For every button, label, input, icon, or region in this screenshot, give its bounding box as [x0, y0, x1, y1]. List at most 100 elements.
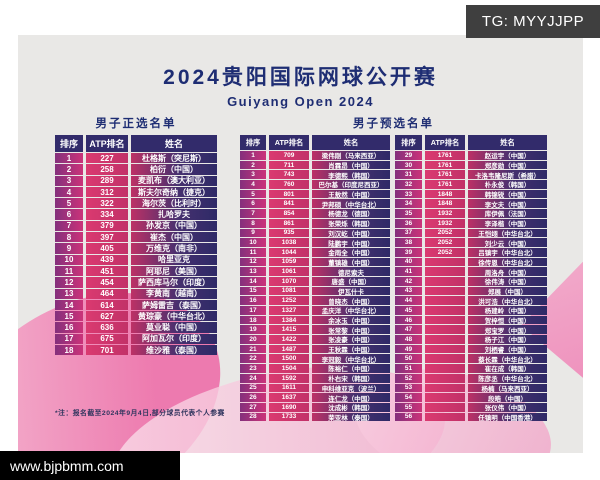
column-header-name: 姓名: [468, 135, 547, 150]
player-name-cell: 段皓（中国）: [468, 393, 547, 402]
rank-cell: 7: [55, 220, 83, 232]
rank-cell: 16: [55, 322, 83, 333]
rank-cell: 44: [395, 296, 422, 305]
rank-cell: 56: [395, 412, 422, 422]
atp-rank-cell: [425, 393, 465, 402]
player-name-cell: 郑宝罗（中国）: [468, 325, 547, 335]
atp-rank-cell: [425, 325, 465, 335]
rank-cell: 25: [240, 383, 266, 393]
player-name-cell: 周洛舟（中国）: [468, 267, 547, 276]
atp-rank-cell: 1327: [269, 306, 309, 315]
atp-rank-cell: 334: [86, 209, 128, 220]
atp-rank-cell: 1081: [269, 286, 309, 296]
player-name-cell: 张凌豪（中国）: [312, 335, 390, 344]
rank-cell: 3: [55, 175, 83, 186]
player-name-cell: 韩锦锐（中国）: [468, 189, 547, 199]
atp-rank-cell: [425, 373, 465, 383]
tournament-poster-card: 2024贵阳国际网球公开赛 Guiyang Open 2024 男子正选名单 男…: [18, 35, 583, 453]
player-name-cell: 李德熙（韩国）: [312, 170, 390, 180]
column-header-rank: 排序: [55, 135, 83, 152]
atp-rank-cell: 1848: [425, 199, 465, 209]
atp-rank-cell: 1038: [269, 238, 309, 247]
player-name-cell: 卡洛韦隆尼斯（希腊）: [468, 170, 547, 180]
rank-cell: 32: [395, 180, 422, 189]
rank-cell: 21: [240, 344, 266, 354]
rank-cell: 46: [395, 315, 422, 325]
atp-rank-cell: [425, 286, 465, 296]
atp-rank-cell: 841: [269, 199, 309, 209]
rank-cell: 3: [240, 170, 266, 180]
rank-cell: 42: [395, 276, 422, 286]
player-name-cell: 陈彦丞（中华台北）: [468, 373, 547, 383]
player-name-cell: 孟庆洋（中华台北）: [312, 306, 390, 315]
column-header-name: 姓名: [131, 135, 217, 152]
rank-cell: 47: [395, 325, 422, 335]
atp-rank-cell: 1611: [269, 383, 309, 393]
rank-cell: 8: [55, 232, 83, 243]
qualifying-table-right: 排序 ATP排名 姓名 29 1761 赵运宇（中国） 30 1761 郑彦勋（…: [395, 135, 547, 422]
player-name-cell: 朴右宋（韩国）: [312, 373, 390, 383]
rank-cell: 4: [240, 180, 266, 189]
atp-rank-cell: 454: [86, 277, 128, 288]
rank-cell: 14: [240, 276, 266, 286]
player-name-cell: 库伊佩（法国）: [468, 209, 547, 218]
player-name-cell: 金雨全（中国）: [312, 247, 390, 257]
column-header-rank: 排序: [395, 135, 422, 150]
player-name-cell: 刘少云（中国）: [468, 238, 547, 247]
player-name-cell: 李黄南（越南）: [131, 288, 217, 299]
atp-rank-cell: 1761: [425, 160, 465, 170]
atp-rank-cell: 760: [269, 180, 309, 189]
telegram-badge-text: TG: MYYJJPP: [481, 13, 585, 30]
player-name-cell: 杜格斯（突尼斯）: [131, 153, 217, 164]
atp-rank-cell: [425, 306, 465, 315]
atp-rank-cell: 614: [86, 299, 128, 311]
atp-rank-cell: 1637: [269, 393, 309, 402]
rank-cell: 7: [240, 209, 266, 218]
rank-cell: 52: [395, 373, 422, 383]
atp-rank-cell: 1592: [269, 373, 309, 383]
rank-cell: 40: [395, 257, 422, 267]
atp-rank-cell: 627: [86, 311, 128, 322]
atp-rank-cell: 1932: [425, 218, 465, 228]
player-name-cell: 李文夫（中国）: [468, 199, 547, 209]
rank-cell: 19: [240, 325, 266, 335]
atp-rank-cell: 1733: [269, 412, 309, 422]
atp-rank-cell: 289: [86, 175, 128, 186]
player-name-cell: 哈里亚克: [131, 254, 217, 265]
atp-rank-cell: 1044: [269, 247, 309, 257]
atp-rank-cell: 854: [269, 209, 309, 218]
player-name-cell: 沈成彬（韩国）: [312, 402, 390, 412]
player-name-cell: 张荣烁（韩国）: [312, 218, 390, 228]
rank-cell: 15: [55, 311, 83, 322]
player-name-cell: 扎哈罗夫: [131, 209, 217, 220]
player-name-cell: 海尔茨（比利时）: [131, 198, 217, 209]
rank-cell: 43: [395, 286, 422, 296]
atp-rank-cell: 451: [86, 265, 128, 277]
player-name-cell: 朴永俊（韩国）: [468, 180, 547, 189]
player-name-cell: 阿加瓦尔（印度）: [131, 333, 217, 345]
player-name-cell: 张常黎（中国）: [312, 325, 390, 335]
atp-rank-cell: 1415: [269, 325, 309, 335]
atp-rank-cell: [425, 315, 465, 325]
rank-cell: 41: [395, 267, 422, 276]
player-name-cell: 唐盛（中国）: [312, 276, 390, 286]
rank-cell: 11: [240, 247, 266, 257]
atp-rank-cell: 1848: [425, 189, 465, 199]
rank-cell: 50: [395, 354, 422, 364]
registration-note: *注：报名截至2024年9月4日,部分球员代表个人参赛: [55, 410, 225, 417]
player-name-cell: 伊瓦什卡: [312, 286, 390, 296]
player-name-cell: 荣亚林（泰国）: [312, 412, 390, 422]
player-name-cell: 洪可浩（中华台北）: [468, 296, 547, 305]
atp-rank-cell: 1059: [269, 257, 309, 267]
column-header-atp-ranking: ATP排名: [425, 135, 465, 150]
player-name-cell: 曾晓杰（中国）: [312, 296, 390, 305]
rank-cell: 9: [55, 243, 83, 254]
rank-cell: 34: [395, 199, 422, 209]
atp-rank-cell: 379: [86, 220, 128, 232]
rank-cell: 33: [395, 189, 422, 199]
rank-cell: 13: [240, 267, 266, 276]
rank-cell: 13: [55, 288, 83, 299]
atp-rank-cell: 1061: [269, 267, 309, 276]
atp-rank-cell: 801: [269, 189, 309, 199]
rank-cell: 4: [55, 186, 83, 198]
